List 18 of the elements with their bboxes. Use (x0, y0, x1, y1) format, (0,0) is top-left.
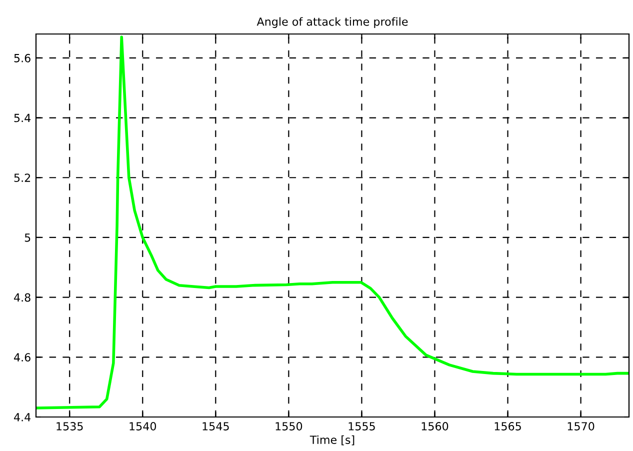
y-tick-label: 5 (24, 234, 30, 242)
chart-title: Angle of attack time profile (256, 17, 408, 28)
x-axis-title: Time [s] (310, 435, 354, 446)
line-series (36, 36, 629, 410)
x-tick-label: 1560 (422, 422, 448, 430)
x-tick-label: 1535 (56, 422, 83, 430)
x-tick-label: 1565 (494, 422, 521, 430)
x-tick-label: 1550 (276, 422, 302, 430)
y-tick-label: 4.8 (14, 293, 30, 302)
x-tick-label: 1540 (130, 422, 156, 430)
y-tick-label: 4.6 (14, 353, 30, 362)
x-tick-label: 1555 (348, 422, 375, 430)
y-tick-label: 4.4 (14, 413, 31, 422)
y-tick-label: 5.2 (14, 174, 30, 182)
y-tick-label: 5.4 (14, 114, 31, 122)
x-tick-label: 1545 (202, 422, 229, 430)
y-tick-label: 5.6 (14, 54, 30, 62)
x-tick-label: 1570 (568, 422, 594, 430)
